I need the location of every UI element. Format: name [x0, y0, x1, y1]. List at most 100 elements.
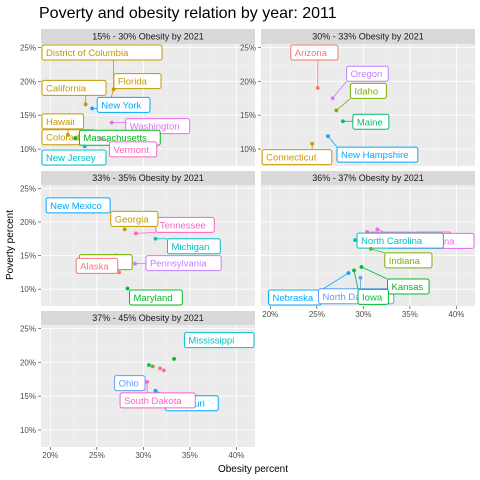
- point-label-text: New York: [101, 100, 141, 111]
- point-label: Arizona: [291, 45, 338, 60]
- point-label-text: Connecticut: [266, 153, 317, 164]
- point-label: New Hampshire: [337, 147, 418, 162]
- data-point: [99, 137, 103, 141]
- point-label-text: Indiana: [389, 256, 421, 267]
- data-point: [90, 106, 94, 110]
- point-label-text: Nebraska: [272, 293, 313, 304]
- point-label: Connecticut: [262, 150, 332, 165]
- facet-panel-5: 37% - 45% Obesity by 202110%15%20%25%20%…: [20, 311, 255, 460]
- y-tick-label: 15%: [20, 392, 36, 401]
- data-point: [147, 363, 151, 367]
- y-tick-label: 25%: [20, 184, 36, 193]
- point-label: District of Columbia: [42, 45, 162, 60]
- point-label: Mississippi: [184, 333, 254, 348]
- point-label-text: Iowa: [362, 292, 383, 303]
- data-point: [110, 121, 114, 125]
- point-label: Hawaii: [42, 114, 84, 129]
- data-point: [172, 357, 176, 361]
- y-tick-label: 15%: [20, 252, 36, 261]
- point-label: Michigan: [167, 239, 220, 254]
- point-label-text: California: [46, 83, 87, 94]
- y-tick-label: 25%: [20, 43, 36, 52]
- y-tick-label: 10%: [240, 145, 256, 154]
- point-label: Tennessee: [156, 217, 214, 232]
- data-point: [331, 96, 335, 100]
- y-tick-label: 20%: [240, 77, 256, 86]
- point-label-text: Ohio: [119, 379, 139, 390]
- x-tick-label: 30%: [135, 451, 151, 460]
- point-label-text: New Mexico: [50, 201, 102, 212]
- facet-strip-label: 30% - 33% Obesity by 2021: [312, 32, 424, 42]
- point-label: Indiana: [385, 253, 432, 268]
- point-label-text: Michigan: [171, 242, 209, 253]
- point-label-text: Oregon: [351, 69, 383, 80]
- y-tick-label: 25%: [240, 43, 256, 52]
- x-tick-label: 25%: [309, 310, 325, 319]
- data-point: [154, 389, 158, 393]
- point-label: South Dakota: [120, 393, 195, 408]
- point-label-text: Florida: [118, 77, 148, 88]
- x-tick-label: 35%: [402, 310, 418, 319]
- y-tick-label: 10%: [20, 145, 36, 154]
- point-label-text: New Jersey: [46, 153, 96, 164]
- point-label-text: Kansas: [391, 282, 423, 293]
- point-label: New York: [97, 97, 150, 112]
- data-point: [158, 366, 162, 370]
- facets: 15% - 30% Obesity by 2021 10% 15% 20% 25% Dis…: [20, 29, 475, 460]
- data-point: [334, 109, 338, 113]
- point-label-text: Tennessee: [160, 220, 206, 231]
- point-label: New Jersey: [42, 150, 106, 165]
- point-label: Vermont: [110, 142, 157, 157]
- x-tick-label: 20%: [262, 310, 278, 319]
- data-point: [83, 144, 87, 148]
- y-axis-title: Poverty percent: [5, 210, 16, 280]
- y-tick-label: 10%: [20, 426, 36, 435]
- point-label: Georgia: [111, 211, 158, 226]
- y-tick-label: 15%: [240, 111, 256, 120]
- data-point: [151, 364, 155, 368]
- point-label-text: Maryland: [134, 293, 173, 304]
- data-point: [66, 133, 70, 137]
- point-label-text: Pennsylvania: [150, 259, 207, 270]
- data-point: [352, 268, 356, 272]
- point-label: Idaho: [350, 83, 386, 98]
- facet-strip-label: 37% - 45% Obesity by 2021: [92, 313, 204, 323]
- point-label: Ohio: [115, 376, 145, 391]
- data-point: [316, 86, 320, 90]
- point-label-text: South Dakota: [124, 396, 182, 407]
- point-label-text: Maine: [357, 117, 383, 128]
- point-label: Alaska: [76, 258, 118, 273]
- data-point: [154, 237, 158, 241]
- point-label: California: [42, 80, 106, 95]
- y-tick-label: 20%: [20, 358, 36, 367]
- point-label: New Mexico: [46, 198, 110, 213]
- facet-strip-label: 15% - 30% Obesity by 2021: [92, 32, 204, 42]
- x-axis-title: Obesity percent: [218, 464, 288, 475]
- facet-panel-3: 33% - 35% Obesity by 2021 10% 15% 20% 25% New…: [20, 171, 255, 306]
- facet-strip-label: 36% - 37% Obesity by 2021: [312, 173, 424, 183]
- point-label-text: Arizona: [295, 48, 328, 59]
- point-label-text: Mississippi: [188, 336, 234, 347]
- point-label-text: Alaska: [80, 261, 109, 272]
- y-tick-label: 20%: [20, 218, 36, 227]
- point-label: Iowa: [358, 289, 388, 304]
- facet-panel-1: 15% - 30% Obesity by 2021 10% 15% 20% 25% Dis…: [20, 29, 255, 166]
- data-point: [126, 287, 130, 291]
- data-point: [326, 134, 330, 138]
- point-label-text: Vermont: [114, 145, 150, 156]
- point-label: Maine: [353, 114, 389, 129]
- data-point: [84, 102, 88, 106]
- data-point: [347, 271, 351, 275]
- facet-panel-4: 36% - 37% Obesity by 2021 20% 25% 30% 35% 40%…: [261, 171, 475, 319]
- data-point: [74, 136, 78, 140]
- chart-title: Poverty and obesity relation by year: 20…: [39, 5, 337, 22]
- data-point: [123, 227, 127, 231]
- point-label-text: Idaho: [354, 86, 378, 97]
- data-point: [375, 227, 379, 231]
- point-label-text: Georgia: [115, 214, 150, 225]
- y-tick-label: 20%: [20, 77, 36, 86]
- x-tick-label: 25%: [89, 451, 105, 460]
- data-point: [145, 380, 149, 384]
- data-point: [162, 369, 166, 373]
